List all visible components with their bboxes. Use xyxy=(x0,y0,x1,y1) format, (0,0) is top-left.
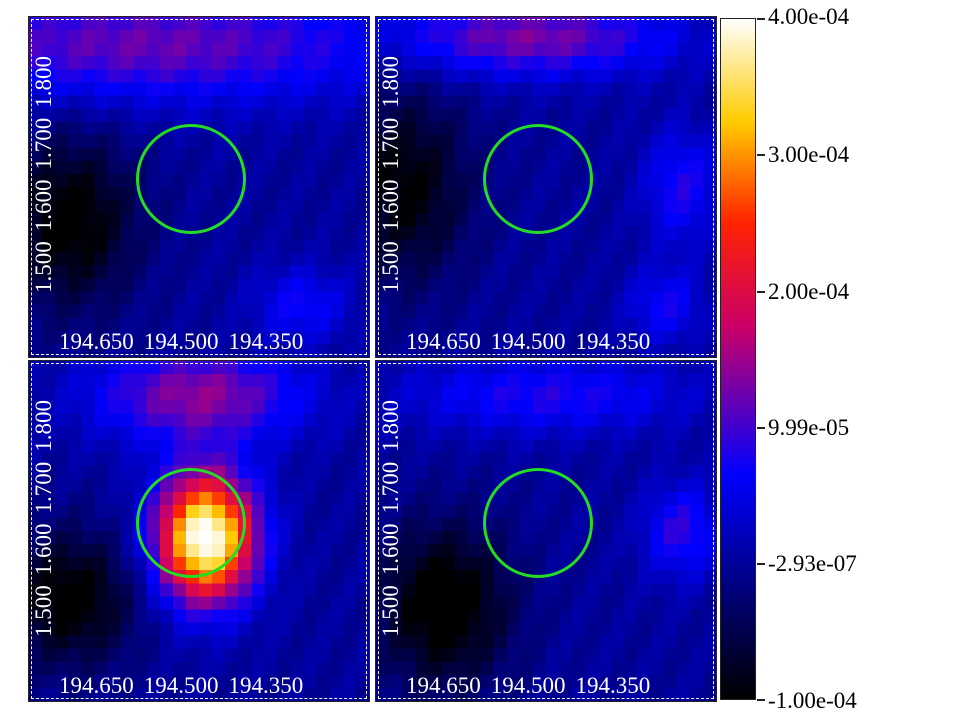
y-axis-labels: 1.500 1.600 1.700 1.800 xyxy=(378,46,404,293)
x-axis-labels: 194.650 194.500 194.350 xyxy=(59,329,313,355)
aperture-circle xyxy=(136,124,246,234)
x-tick-label: 194.350 xyxy=(575,673,651,698)
y-tick-label: 1.700 xyxy=(31,117,56,170)
y-tick-label: 1.700 xyxy=(31,461,56,514)
image-panel-bottom-right: 194.650 194.500 194.350 1.500 1.600 1.700 1.8… xyxy=(375,360,717,702)
colorbar-tick xyxy=(757,291,765,293)
y-tick-label: 1.500 xyxy=(378,241,403,293)
colorbar-tick-label: 2.00e-04 xyxy=(768,279,850,304)
y-axis-labels: 1.500 1.600 1.700 1.800 xyxy=(31,390,57,637)
x-tick-label: 194.500 xyxy=(490,673,566,698)
colorbar-tick xyxy=(757,18,765,20)
aperture-circle xyxy=(483,124,593,234)
y-tick-label: 1.600 xyxy=(378,179,403,232)
colorbar-tick-label: 3.00e-04 xyxy=(768,142,850,167)
y-tick-label: 1.600 xyxy=(31,523,56,576)
colorbar-tick-label: -1.00e-04 xyxy=(768,688,857,713)
colorbar xyxy=(720,18,756,700)
y-tick-label: 1.500 xyxy=(31,241,56,293)
image-panel-top-right: 194.650 194.500 194.350 1.500 1.600 1.700 1.8… xyxy=(375,16,717,358)
aperture-circle xyxy=(136,468,246,578)
y-tick-label: 1.500 xyxy=(378,585,403,637)
y-tick-label: 1.700 xyxy=(378,117,403,170)
image-panel-bottom-left: 194.650 194.500 194.350 1.500 1.600 1.700 1.8… xyxy=(28,360,370,702)
image-panel-top-left: 194.650 194.500 194.350 1.500 1.600 1.700 1.8… xyxy=(28,16,370,358)
y-tick-label: 1.600 xyxy=(378,523,403,576)
colorbar-tick xyxy=(757,154,765,156)
colorbar-tick-label: 9.99e-05 xyxy=(768,415,850,440)
y-tick-label: 1.800 xyxy=(31,400,56,452)
y-tick-label: 1.800 xyxy=(31,56,56,108)
y-axis-labels: 1.500 1.600 1.700 1.800 xyxy=(31,46,57,293)
aperture-circle xyxy=(483,468,593,578)
x-tick-label: 194.650 xyxy=(406,329,481,354)
colorbar-tick-label: -2.93e-07 xyxy=(768,551,857,576)
x-tick-label: 194.500 xyxy=(143,329,219,354)
y-tick-label: 1.800 xyxy=(378,56,403,108)
colorbar-tick xyxy=(757,563,765,565)
x-tick-label: 194.500 xyxy=(490,329,566,354)
x-tick-label: 194.650 xyxy=(59,329,134,354)
colorbar-tick xyxy=(757,699,765,701)
y-tick-label: 1.700 xyxy=(378,461,403,514)
x-tick-label: 194.350 xyxy=(228,329,304,354)
x-tick-label: 194.350 xyxy=(575,329,651,354)
x-tick-label: 194.650 xyxy=(406,673,481,698)
y-axis-labels: 1.500 1.600 1.700 1.800 xyxy=(378,390,404,637)
x-axis-labels: 194.650 194.500 194.350 xyxy=(406,673,660,699)
x-tick-label: 194.500 xyxy=(143,673,219,698)
colorbar-tick xyxy=(757,427,765,429)
y-tick-label: 1.600 xyxy=(31,179,56,232)
y-tick-label: 1.500 xyxy=(31,585,56,637)
x-axis-labels: 194.650 194.500 194.350 xyxy=(59,673,313,699)
y-tick-label: 1.800 xyxy=(378,400,403,452)
x-tick-label: 194.650 xyxy=(59,673,134,698)
x-axis-labels: 194.650 194.500 194.350 xyxy=(406,329,660,355)
colorbar-tick-label: 4.00e-04 xyxy=(768,4,850,29)
x-tick-label: 194.350 xyxy=(228,673,304,698)
